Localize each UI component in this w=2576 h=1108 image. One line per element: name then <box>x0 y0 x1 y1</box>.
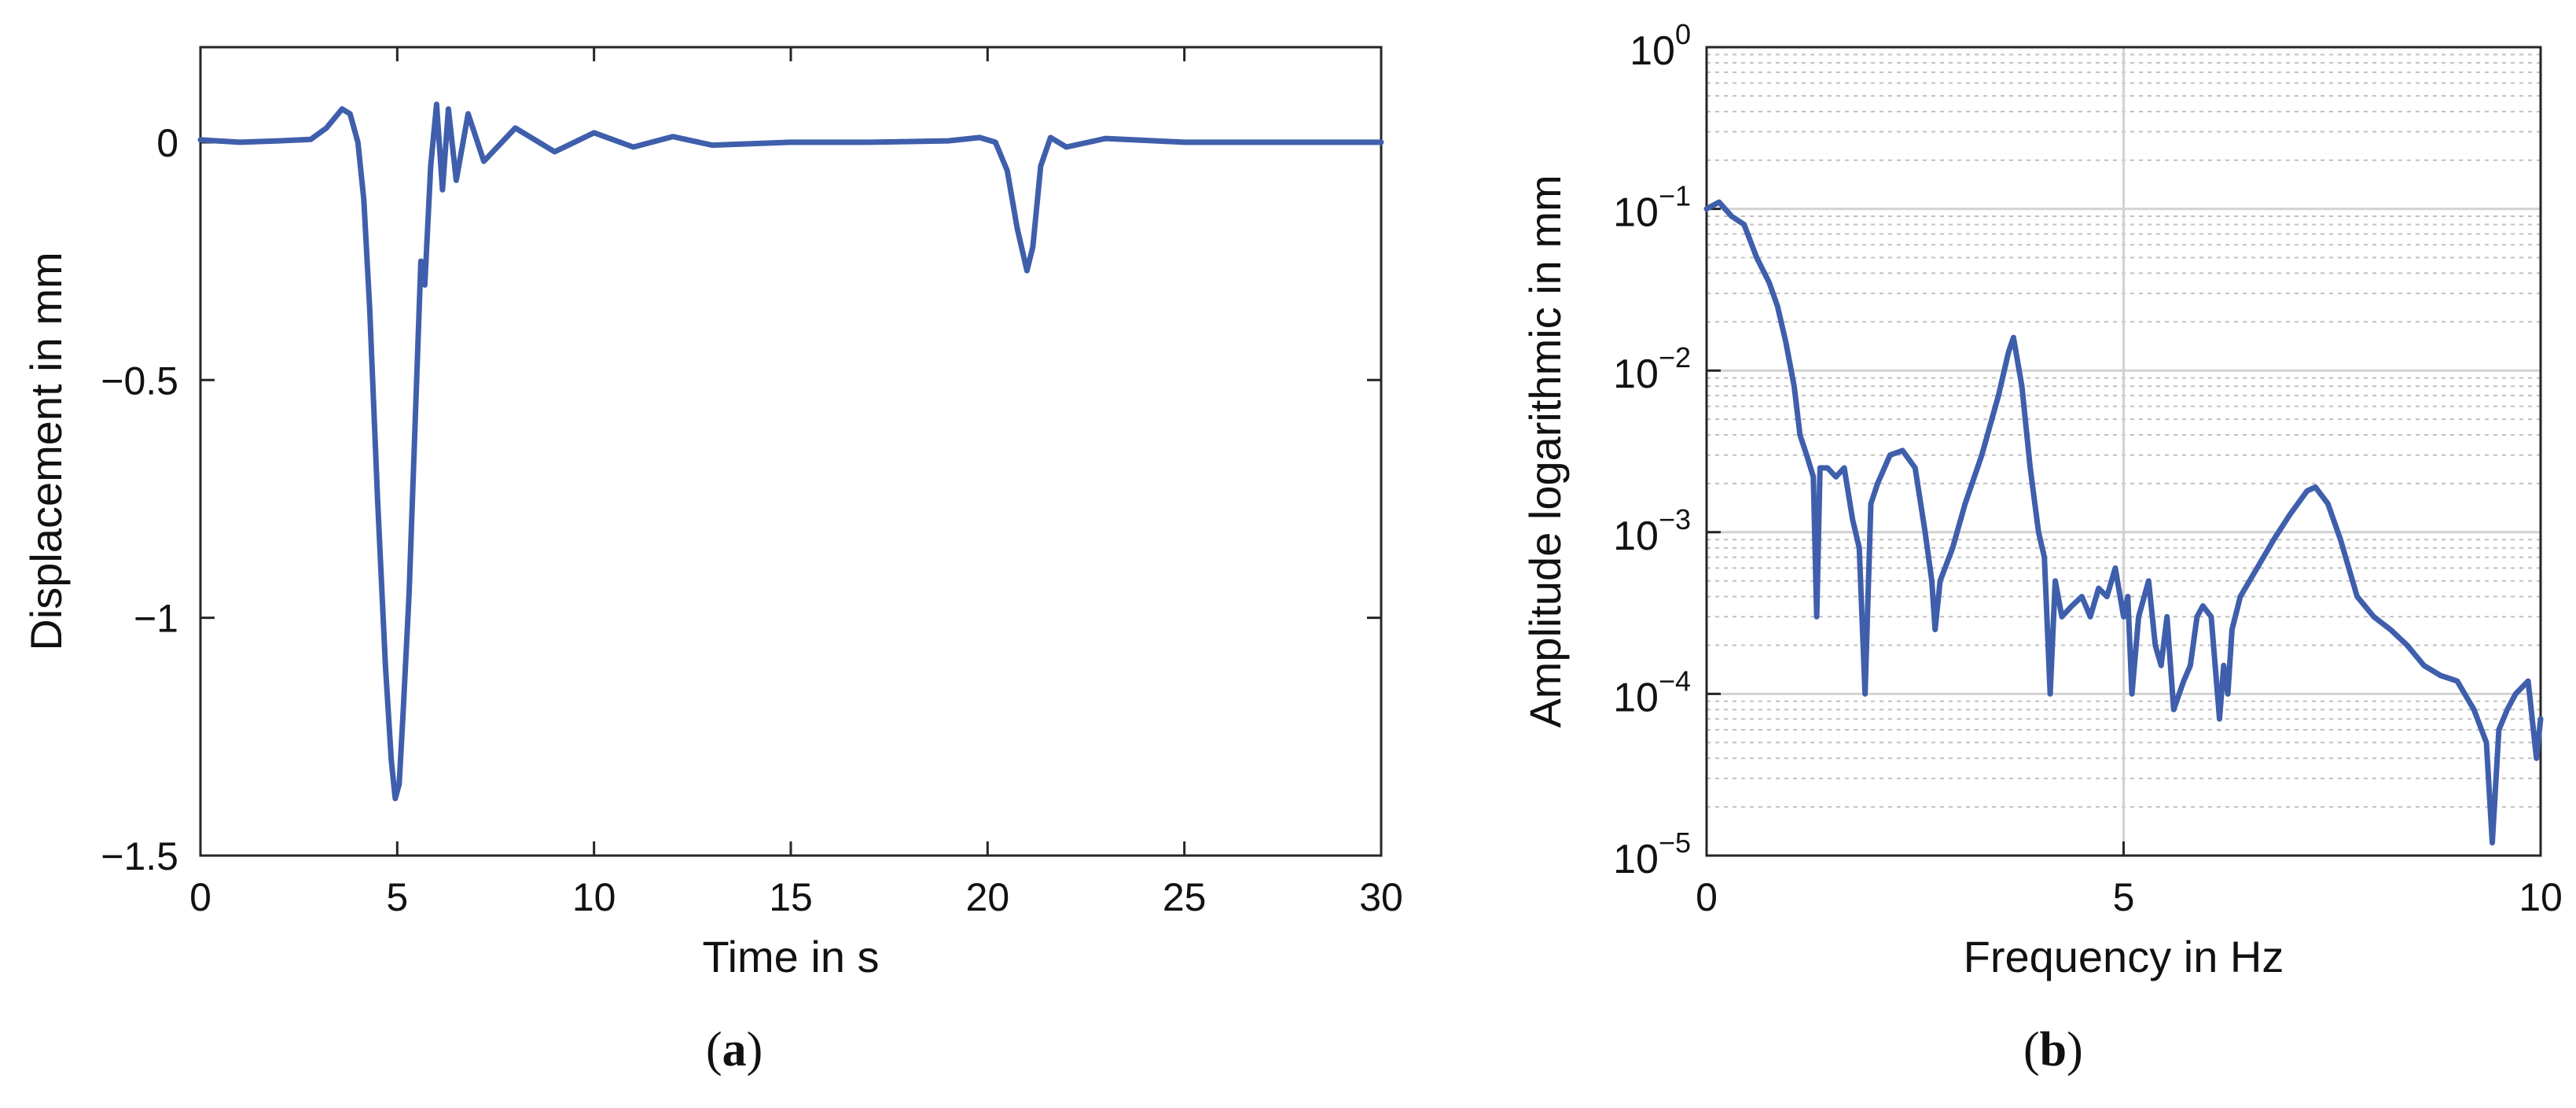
y-axis-label-a: Displacement in mm <box>21 252 71 650</box>
y-tick-exponent-b: −3 <box>1659 503 1691 536</box>
y-tick-exponent-b: −5 <box>1659 826 1691 859</box>
x-tick-label-a: 10 <box>572 875 616 919</box>
y-tick-label-b: 10−3 <box>1613 503 1691 559</box>
x-tick-label-a: 15 <box>769 875 813 919</box>
y-tick-exponent-b: −1 <box>1659 180 1691 212</box>
plot-area-a <box>199 46 1383 857</box>
y-tick-label-a: −0.5 <box>101 359 178 403</box>
x-tick-label-b: 10 <box>2519 875 2563 919</box>
x-tick-label-b: 5 <box>2113 875 2135 919</box>
y-tick-base-b: 10 <box>1613 675 1659 720</box>
y-tick-exponent-b: −4 <box>1659 664 1691 697</box>
y-tick-label-b: 10−4 <box>1613 664 1691 720</box>
y-tick-label-b: 100 <box>1630 18 1691 74</box>
y-tick-base-b: 10 <box>1613 837 1659 882</box>
y-tick-exponent-b: 0 <box>1675 18 1691 50</box>
y-tick-label-b: 10−1 <box>1613 180 1691 236</box>
caption-a-letter: a <box>722 1023 747 1077</box>
y-tick-base-b: 10 <box>1613 352 1659 397</box>
series-line-b <box>1703 199 2544 846</box>
x-tick-label-a: 25 <box>1163 875 1207 919</box>
x-axis-label-a: Time in s <box>702 932 879 981</box>
x-tick-label-a: 30 <box>1359 875 1403 919</box>
y-tick-label-a: 0 <box>156 121 178 165</box>
x-tick-label-b: 0 <box>1696 875 1718 919</box>
series-line-a <box>197 101 1384 801</box>
y-axis-label-b: Amplitude logarithmic in mm <box>1520 175 1570 727</box>
x-tick-label-a: 20 <box>966 875 1010 919</box>
caption-b-letter: b <box>2039 1023 2067 1077</box>
y-tick-base-b: 10 <box>1613 514 1659 559</box>
y-tick-label-a: −1 <box>134 597 178 641</box>
y-tick-base-b: 10 <box>1630 28 1675 74</box>
x-axis-label-b: Frequency in Hz <box>1964 932 2284 981</box>
x-tick-label-a: 5 <box>386 875 408 919</box>
caption-a: (a) <box>706 1023 763 1077</box>
y-tick-label-a: −1.5 <box>101 834 178 878</box>
y-tick-label-b: 10−2 <box>1613 341 1691 397</box>
caption-b: (b) <box>2023 1023 2083 1077</box>
y-tick-label-b: 10−5 <box>1613 826 1691 882</box>
x-tick-label-a: 0 <box>189 875 211 919</box>
y-tick-base-b: 10 <box>1613 190 1659 236</box>
y-tick-exponent-b: −2 <box>1659 341 1691 374</box>
